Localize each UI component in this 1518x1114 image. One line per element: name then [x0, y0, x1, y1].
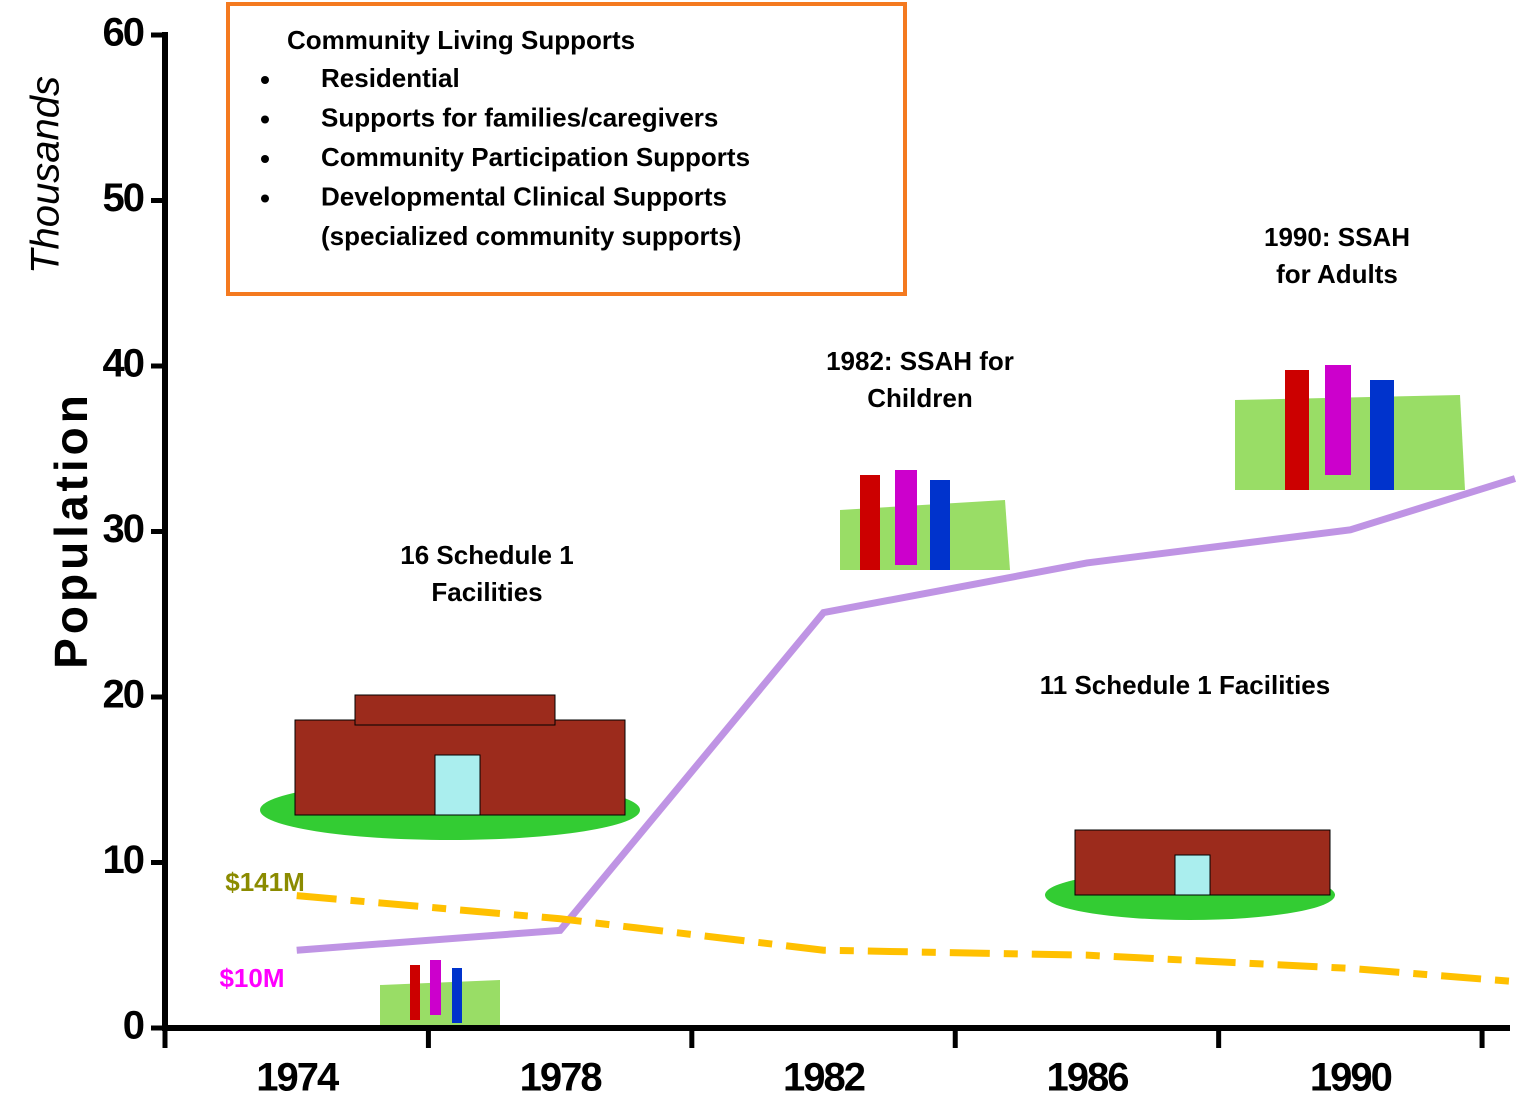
box-item: Developmental Clinical Supports [321, 181, 727, 211]
annotation: $10M [219, 963, 284, 993]
box-item: Supports for families/caregivers [321, 102, 718, 132]
x-tick-label: 1978 [520, 1056, 603, 1100]
bullet [261, 195, 269, 203]
y-tick-label: 40 [103, 342, 144, 386]
box-title: Community Living Supports [287, 25, 635, 55]
annotation: 1982: SSAH for [826, 346, 1014, 376]
y-tick-label: 20 [103, 673, 144, 717]
x-tick-label: 1990 [1310, 1056, 1392, 1100]
annotation: $141M [225, 867, 305, 897]
annotation: Children [867, 383, 972, 413]
y-tick-label: 0 [123, 1004, 144, 1048]
y-tick-label: 50 [103, 176, 144, 220]
bullet [261, 76, 269, 84]
chart: Community Living Supports Residential Sup… [0, 0, 1518, 1114]
annotation: 16 Schedule 1 [400, 540, 573, 570]
box-item: Community Participation Supports [321, 142, 750, 172]
y-tick-label: 60 [103, 11, 144, 55]
x-tick-label: 1974 [256, 1056, 340, 1100]
y-tick-label: 30 [103, 507, 144, 551]
x-tick-label: 1986 [1046, 1056, 1128, 1100]
x-tick-label: 1982 [783, 1056, 865, 1100]
annotation: 1990: SSAH [1264, 222, 1410, 252]
annotation: for Adults [1276, 259, 1398, 289]
annotation: 11 Schedule 1 Facilities [1040, 670, 1330, 700]
box-item: Residential [321, 63, 460, 93]
box-subtext: (specialized community supports) [321, 221, 741, 251]
bullet [261, 155, 269, 163]
y-axis-label: Population [45, 391, 97, 669]
y-tick-label: 10 [103, 838, 144, 882]
bullet [261, 116, 269, 124]
y-unit: Thousands [24, 76, 68, 274]
annotation: Facilities [431, 577, 542, 607]
